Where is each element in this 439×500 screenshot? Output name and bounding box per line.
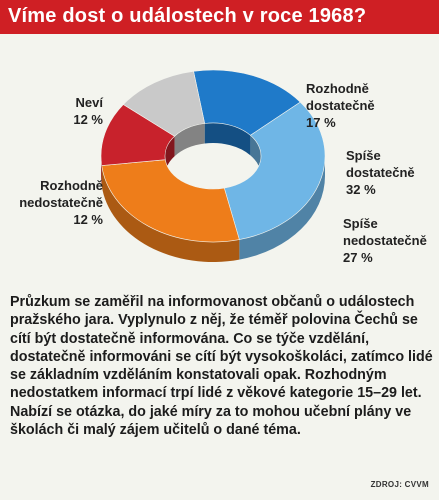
donut-inner-wall-0	[204, 123, 251, 156]
donut-slice-2	[101, 159, 240, 243]
donut-outer-wall-2	[101, 165, 240, 262]
donut-outer-wall-1	[239, 156, 325, 260]
article-text: Průzkum se zaměřil na informovanost obča…	[10, 294, 433, 439]
slice-value: 12 %	[73, 212, 103, 227]
donut-slice-0	[193, 69, 301, 136]
donut-chart	[100, 69, 326, 262]
slice-label-rozhodne-dostatecne: Rozhodně dostatečně 17 %	[306, 80, 375, 131]
slice-label-spise-dostatecne: Spíše dostatečně 32 %	[346, 147, 415, 198]
slice-value: 27 %	[343, 250, 373, 265]
slice-label-spise-nedostatecne: Spíše nedostatečně 27 %	[343, 215, 427, 266]
slice-label-line1: Spíše	[343, 216, 378, 231]
donut-slice-1	[223, 101, 326, 240]
slice-value: 32 %	[346, 182, 376, 197]
slice-label-line1: Neví	[75, 95, 103, 110]
slice-label-line2: nedostatečně	[19, 195, 103, 210]
donut-slices	[100, 69, 326, 243]
source-note: ZDROJ: CVVM	[370, 480, 429, 489]
slice-label-line1: Spíše	[346, 148, 381, 163]
slice-label-rozhodne-nedostatecne: Rozhodně nedostatečně 12 %	[19, 177, 103, 228]
slice-value: 12 %	[73, 112, 103, 127]
slice-label-line2: nedostatečně	[343, 233, 427, 248]
slice-label-nevi: Neví 12 %	[73, 94, 103, 128]
donut-inner-wall-4	[174, 123, 205, 157]
slice-label-line2: dostatečně	[346, 165, 415, 180]
donut-inner-wall-3	[165, 136, 175, 176]
slice-label-line1: Rozhodně	[306, 81, 369, 96]
slice-label-line2: dostatečně	[306, 98, 375, 113]
slice-label-line1: Rozhodně	[40, 178, 103, 193]
chart-title: Víme dost o událostech v roce 1968?	[8, 5, 367, 27]
title-bar: Víme dost o událostech v roce 1968?	[0, 0, 439, 34]
donut-slice-4	[122, 70, 206, 137]
slice-value: 17 %	[306, 115, 336, 130]
